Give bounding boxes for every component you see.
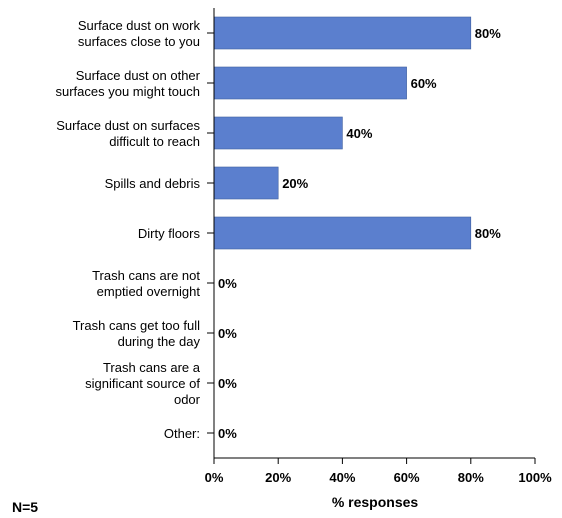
value-label-7: 0% [218,326,237,341]
category-label-3: Surface dust on surfaces difficult to rea… [56,118,200,149]
category-label-line: Surface dust on surfaces [56,118,200,133]
bar-4 [213,166,279,200]
category-label-6: Trash cans are not emptied overnight [92,268,200,299]
category-label-4: Spills and debris [105,176,201,191]
category-label-line: surfaces you might touch [55,84,200,99]
value-label-3: 40% [346,126,372,141]
category-label-2: Surface dust on other surfaces you might … [55,68,200,99]
category-label-line: emptied overnight [97,284,201,299]
category-label-line: surfaces close to you [78,34,200,49]
value-label-1: 80% [475,26,501,41]
category-label-5: Dirty floors [138,226,201,241]
value-labels: 80% 60% 40% 20% 80% 0% 0% 0% 0% [218,26,501,441]
category-label-line: Trash cans get too full [73,318,201,333]
x-tick-label-2: 20% [265,470,291,485]
value-label-8: 0% [218,376,237,391]
value-label-4: 20% [282,176,308,191]
bar-2 [213,66,407,100]
category-label-line: Trash cans are not [92,268,200,283]
category-label-1: Surface dust on work surfaces close to yo… [78,18,201,49]
category-label-line: odor [174,392,201,407]
category-label-line: Spills and debris [105,176,201,191]
category-label-line: Trash cans are a [103,360,201,375]
category-label-line: during the day [118,334,201,349]
value-label-5: 80% [475,226,501,241]
x-tick-label-4: 60% [394,470,420,485]
category-label-line: Surface dust on work [78,18,201,33]
bar-3 [213,116,343,150]
value-label-2: 60% [411,76,437,91]
category-label-7: Trash cans get too full during the day [73,318,201,349]
x-tick-label-3: 40% [329,470,355,485]
category-label-line: difficult to reach [109,134,200,149]
sample-size-note: N=5 [12,499,38,515]
bar-1 [213,16,472,50]
category-label-line: significant source of [85,376,200,391]
x-tick-label-1: 0% [205,470,224,485]
bars-layer [213,16,472,250]
category-label-8: Trash cans are a significant source of odo… [85,360,201,407]
x-tick-label-6: 100% [518,470,552,485]
category-label-line: Surface dust on other [76,68,201,83]
category-label-line: Other: [164,426,200,441]
x-tick-label-5: 80% [458,470,484,485]
bar-5 [213,216,472,250]
x-axis-title: % responses [332,494,419,510]
value-label-6: 0% [218,276,237,291]
category-labels: Surface dust on work surfaces close to yo… [55,18,200,441]
axes: 0% 20% 40% 60% 80% 100% [205,8,552,485]
value-label-9: 0% [218,426,237,441]
category-label-line: Dirty floors [138,226,201,241]
category-label-9: Other: [164,426,200,441]
